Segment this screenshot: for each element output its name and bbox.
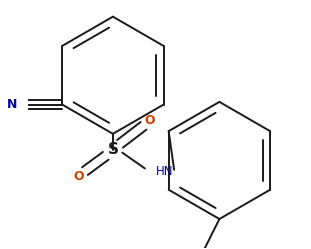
Text: HN: HN: [156, 165, 173, 178]
Text: S: S: [107, 142, 118, 157]
Text: O: O: [73, 170, 84, 183]
Text: O: O: [145, 114, 156, 127]
Text: N: N: [7, 98, 17, 111]
